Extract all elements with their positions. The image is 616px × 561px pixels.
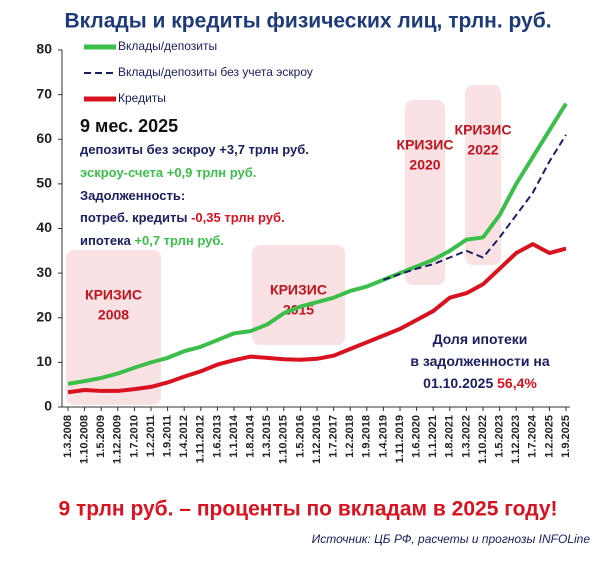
legend-label: Вклады/депозиты без учета эскроу	[118, 65, 313, 79]
x-tick-label: 1.10.2022	[477, 415, 489, 464]
x-tick-label: 1.3.2008	[62, 415, 74, 458]
y-tick-label: 50	[36, 175, 52, 191]
y-tick-label: 30	[36, 264, 52, 280]
crisis-label: 2008	[98, 307, 129, 323]
x-tick-label: 1.4.2012	[178, 415, 190, 458]
x-tick-label: 1.3.2022	[460, 415, 472, 458]
x-tick-label: 1.2.2025	[543, 415, 555, 458]
x-tick-label: 1.1.2021	[427, 415, 439, 458]
annotation: потреб. кредиты -0,35 трлн руб.	[80, 210, 285, 225]
annotation-part: Задолженность:	[80, 188, 185, 203]
annotation: эскроу-счета +0,9 трлн руб.	[80, 165, 256, 180]
crisis-label: КРИЗИС	[397, 137, 454, 153]
y-tick-label: 10	[36, 353, 52, 369]
x-tick-label: 1.11.2019	[394, 415, 406, 463]
series-line	[67, 102, 568, 386]
x-tick-label: 1.10.2015	[278, 415, 290, 464]
y-tick-label: 60	[36, 130, 52, 146]
crisis-area	[465, 85, 501, 265]
x-tick-label: 1.6.2020	[411, 415, 423, 458]
chart-title: Вклады и кредиты физических лиц, трлн. р…	[64, 10, 551, 33]
legend-label: Кредиты	[118, 91, 166, 105]
annotation: 9 мес. 2025	[80, 116, 178, 136]
x-tick-label: 1.7.2024	[527, 414, 539, 458]
y-tick-label: 80	[36, 41, 52, 57]
x-tick-label: 1.12.2009	[112, 415, 124, 464]
x-tick-label: 1.1.2014	[228, 414, 240, 458]
annotation: депозиты без эскроу +3,7 трлн руб.	[80, 142, 309, 157]
annotation: в задолженности на	[410, 353, 549, 369]
annotation-part: +0,7 трлн руб.	[134, 233, 224, 248]
y-tick-label: 0	[44, 398, 52, 414]
x-tick-label: 1.2.2018	[344, 415, 356, 458]
x-tick-label: 1.9.2018	[361, 415, 373, 458]
source: Источник: ЦБ РФ, расчеты и прогнозы INFO…	[312, 532, 591, 546]
annotation-part: Доля ипотеки	[433, 331, 528, 347]
crisis-label: КРИЗИС	[85, 287, 142, 303]
annotation-part: эскроу-счета +0,9 трлн руб.	[80, 165, 256, 180]
x-tick-label: 1.12.2023	[510, 415, 522, 464]
annotation-part: -0,35 трлн руб.	[191, 210, 285, 225]
x-tick-label: 1.3.2015	[261, 415, 273, 458]
x-tick-label: 1.7.2017	[328, 415, 340, 458]
footer: 9 трлн руб. – проценты по вкладам в 2025…	[58, 498, 557, 521]
y-tick-label: 70	[36, 85, 52, 101]
x-tick-label: 1.4.2019	[377, 415, 389, 458]
x-tick-label: 1.8.2021	[444, 415, 456, 458]
x-tick-label: 1.9.2011	[162, 415, 174, 457]
annotation: ипотека +0,7 трлн руб.	[80, 233, 224, 248]
y-tick-label: 20	[36, 308, 52, 324]
annotation-part: депозиты без эскроу +3,7 трлн руб.	[80, 142, 309, 157]
annotation-part: 56,4%	[497, 375, 537, 391]
x-tick-label: 1.11.2012	[195, 415, 207, 463]
annotation: Задолженность:	[80, 188, 185, 203]
annotation: 01.10.2025 56,4%	[423, 375, 537, 391]
x-tick-label: 1.9.2025	[560, 415, 572, 458]
crisis-area	[405, 100, 445, 285]
x-tick-label: 1.7.2010	[128, 415, 140, 458]
x-tick-label: 1.10.2008	[79, 415, 91, 464]
x-tick-label: 1.12.2016	[311, 415, 323, 464]
annotation-part: ипотека	[80, 233, 134, 248]
x-tick-label: 1.2.2011	[145, 415, 157, 457]
x-tick-label: 1.5.2009	[95, 415, 107, 458]
y-tick-label: 40	[36, 219, 52, 235]
series-line	[383, 134, 567, 281]
series-line	[67, 242, 567, 395]
x-tick-label: 1.6.2013	[211, 415, 223, 458]
crisis-label: 2020	[409, 157, 440, 173]
x-tick-label: 1.5.2016	[294, 415, 306, 458]
legend-label: Вклады/депозиты	[118, 39, 217, 53]
annotation-part: 9 мес. 2025	[80, 116, 178, 136]
annotation: Доля ипотеки	[433, 331, 528, 347]
annotation-part: потреб. кредиты	[80, 210, 191, 225]
crisis-label: 2022	[467, 142, 498, 158]
crisis-label: КРИЗИС	[270, 282, 327, 298]
annotation-part: в задолженности на	[410, 353, 549, 369]
x-tick-label: 1.8.2014	[245, 414, 257, 458]
x-tick-label: 1.5.2023	[494, 415, 506, 458]
annotation-part: 01.10.2025	[423, 375, 497, 391]
crisis-label: КРИЗИС	[455, 122, 512, 138]
